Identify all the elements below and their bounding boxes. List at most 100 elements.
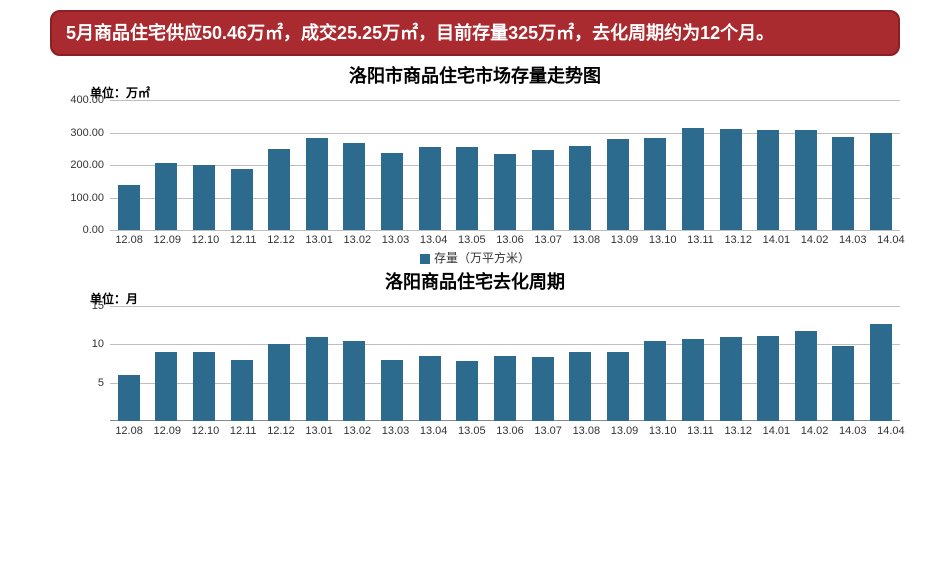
x-tick-label: 12.11: [230, 234, 257, 246]
x-tick-label: 12.12: [267, 425, 295, 437]
x-tick-label: 13.01: [305, 234, 333, 246]
y-tick-label: 15: [92, 300, 104, 312]
bar: [494, 356, 516, 421]
bar: [268, 149, 290, 230]
x-tick-label: 13.01: [305, 425, 333, 437]
bar: [381, 153, 403, 230]
x-tick-label: 13.05: [458, 425, 486, 437]
x-tick-label: 12.10: [192, 425, 220, 437]
x-tick-label: 13.02: [344, 234, 372, 246]
bar: [682, 339, 704, 421]
bar: [832, 346, 854, 421]
bar: [720, 337, 742, 421]
summary-banner: 5月商品住宅供应50.46万㎡，成交25.25万㎡，目前存量325万㎡，去化周期…: [50, 10, 900, 56]
x-tick-label: 13.03: [382, 425, 410, 437]
x-tick-label: 13.06: [496, 425, 524, 437]
x-tick-label: 12.12: [267, 234, 295, 246]
bar: [231, 360, 253, 421]
x-tick-label: 13.09: [611, 234, 639, 246]
bar: [644, 138, 666, 230]
x-tick-label: 13.05: [458, 234, 486, 246]
bar: [682, 128, 704, 230]
x-tick-label: 14.02: [801, 234, 829, 246]
bar: [268, 344, 290, 421]
bars-container: [110, 306, 900, 421]
x-tick-label: 13.11: [687, 234, 714, 246]
y-tick-label: 400.00: [70, 94, 104, 106]
x-tick-label: 13.11: [687, 425, 714, 437]
x-tick-label: 13.06: [496, 234, 524, 246]
bar: [306, 138, 328, 230]
absorption-chart: 洛阳商品住宅去化周期 单位：月 51015 12.0812.0912.1012.…: [30, 268, 920, 437]
chart2-plot-area: 51015: [110, 306, 910, 421]
x-tick-label: 13.08: [573, 234, 601, 246]
x-tick-label: 13.04: [420, 425, 448, 437]
bar: [419, 356, 441, 421]
bar: [456, 147, 478, 230]
inventory-chart: 洛阳市商品住宅市场存量走势图 单位：万㎡ 0.00100.00200.00300…: [30, 62, 920, 266]
bar: [381, 360, 403, 421]
bar: [118, 375, 140, 421]
x-tick-label: 14.04: [877, 234, 905, 246]
bar: [155, 352, 177, 421]
chart1-legend: 存量（万平方米）: [30, 249, 920, 266]
y-tick-label: 200.00: [70, 159, 104, 171]
x-tick-label: 14.01: [763, 234, 791, 246]
bar: [155, 163, 177, 230]
x-tick-label: 13.07: [534, 234, 562, 246]
x-tick-label: 13.02: [344, 425, 372, 437]
chart1-plot-area: 0.00100.00200.00300.00400.00: [110, 100, 910, 230]
bar: [306, 337, 328, 421]
bar: [419, 147, 441, 230]
bar: [569, 352, 591, 421]
x-tick-label: 13.04: [420, 234, 448, 246]
bar: [494, 154, 516, 230]
bar: [456, 361, 478, 421]
x-tick-label: 14.03: [839, 425, 867, 437]
x-tick-label: 14.02: [801, 425, 829, 437]
y-tick-label: 300.00: [70, 127, 104, 139]
bar: [118, 185, 140, 231]
x-tick-label: 14.01: [763, 425, 791, 437]
bar: [532, 357, 554, 421]
x-tick-label: 12.09: [153, 234, 181, 246]
x-tick-label: 13.08: [573, 425, 601, 437]
chart1-x-labels: 12.0812.0912.1012.1112.1213.0113.0213.03…: [110, 234, 910, 246]
x-tick-label: 14.03: [839, 234, 867, 246]
bar: [644, 341, 666, 422]
bar: [795, 331, 817, 421]
chart2-title: 洛阳商品住宅去化周期: [30, 268, 920, 294]
bar: [757, 130, 779, 230]
x-tick-label: 13.09: [611, 425, 639, 437]
bar: [343, 143, 365, 230]
x-tick-label: 12.08: [115, 425, 143, 437]
bar: [193, 352, 215, 421]
bar: [343, 341, 365, 422]
bar: [870, 133, 892, 230]
chart1-title: 洛阳市商品住宅市场存量走势图: [30, 62, 920, 88]
x-tick-label: 14.04: [877, 425, 905, 437]
x-tick-label: 13.10: [649, 234, 677, 246]
x-tick-label: 13.07: [534, 425, 562, 437]
legend-text: 存量（万平方米）: [434, 251, 530, 265]
y-tick-label: 100.00: [70, 192, 104, 204]
bars-container: [110, 100, 900, 230]
bar: [832, 137, 854, 230]
x-tick-label: 13.12: [724, 234, 752, 246]
x-tick-label: 12.11: [230, 425, 257, 437]
summary-text: 5月商品住宅供应50.46万㎡，成交25.25万㎡，目前存量325万㎡，去化周期…: [66, 23, 774, 43]
x-tick-label: 12.09: [153, 425, 181, 437]
bar: [795, 130, 817, 230]
x-tick-label: 12.08: [115, 234, 143, 246]
y-tick-label: 0.00: [83, 224, 104, 236]
gridline: [110, 230, 900, 231]
x-tick-label: 13.10: [649, 425, 677, 437]
legend-swatch: [420, 254, 430, 264]
bar: [231, 169, 253, 230]
bar: [569, 146, 591, 230]
bar: [607, 139, 629, 230]
x-tick-label: 13.03: [382, 234, 410, 246]
bar: [720, 129, 742, 230]
y-tick-label: 10: [92, 338, 104, 350]
bar: [193, 165, 215, 230]
